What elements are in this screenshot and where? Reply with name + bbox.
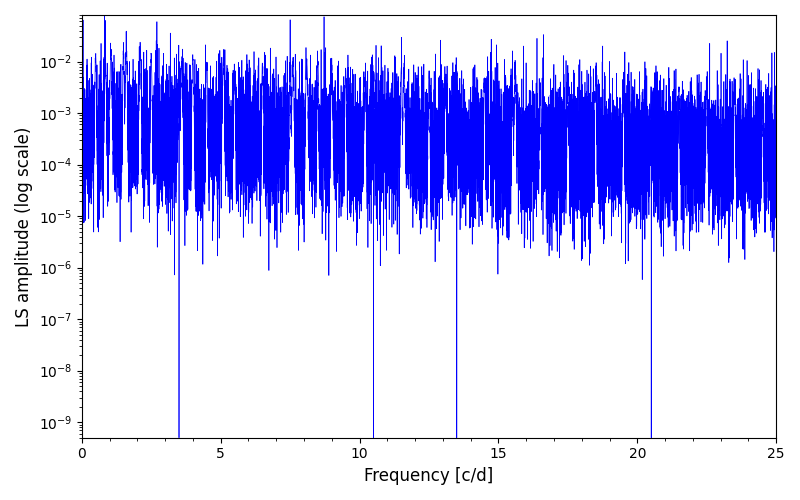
X-axis label: Frequency [c/d]: Frequency [c/d]: [364, 467, 494, 485]
Y-axis label: LS amplitude (log scale): LS amplitude (log scale): [15, 126, 33, 326]
